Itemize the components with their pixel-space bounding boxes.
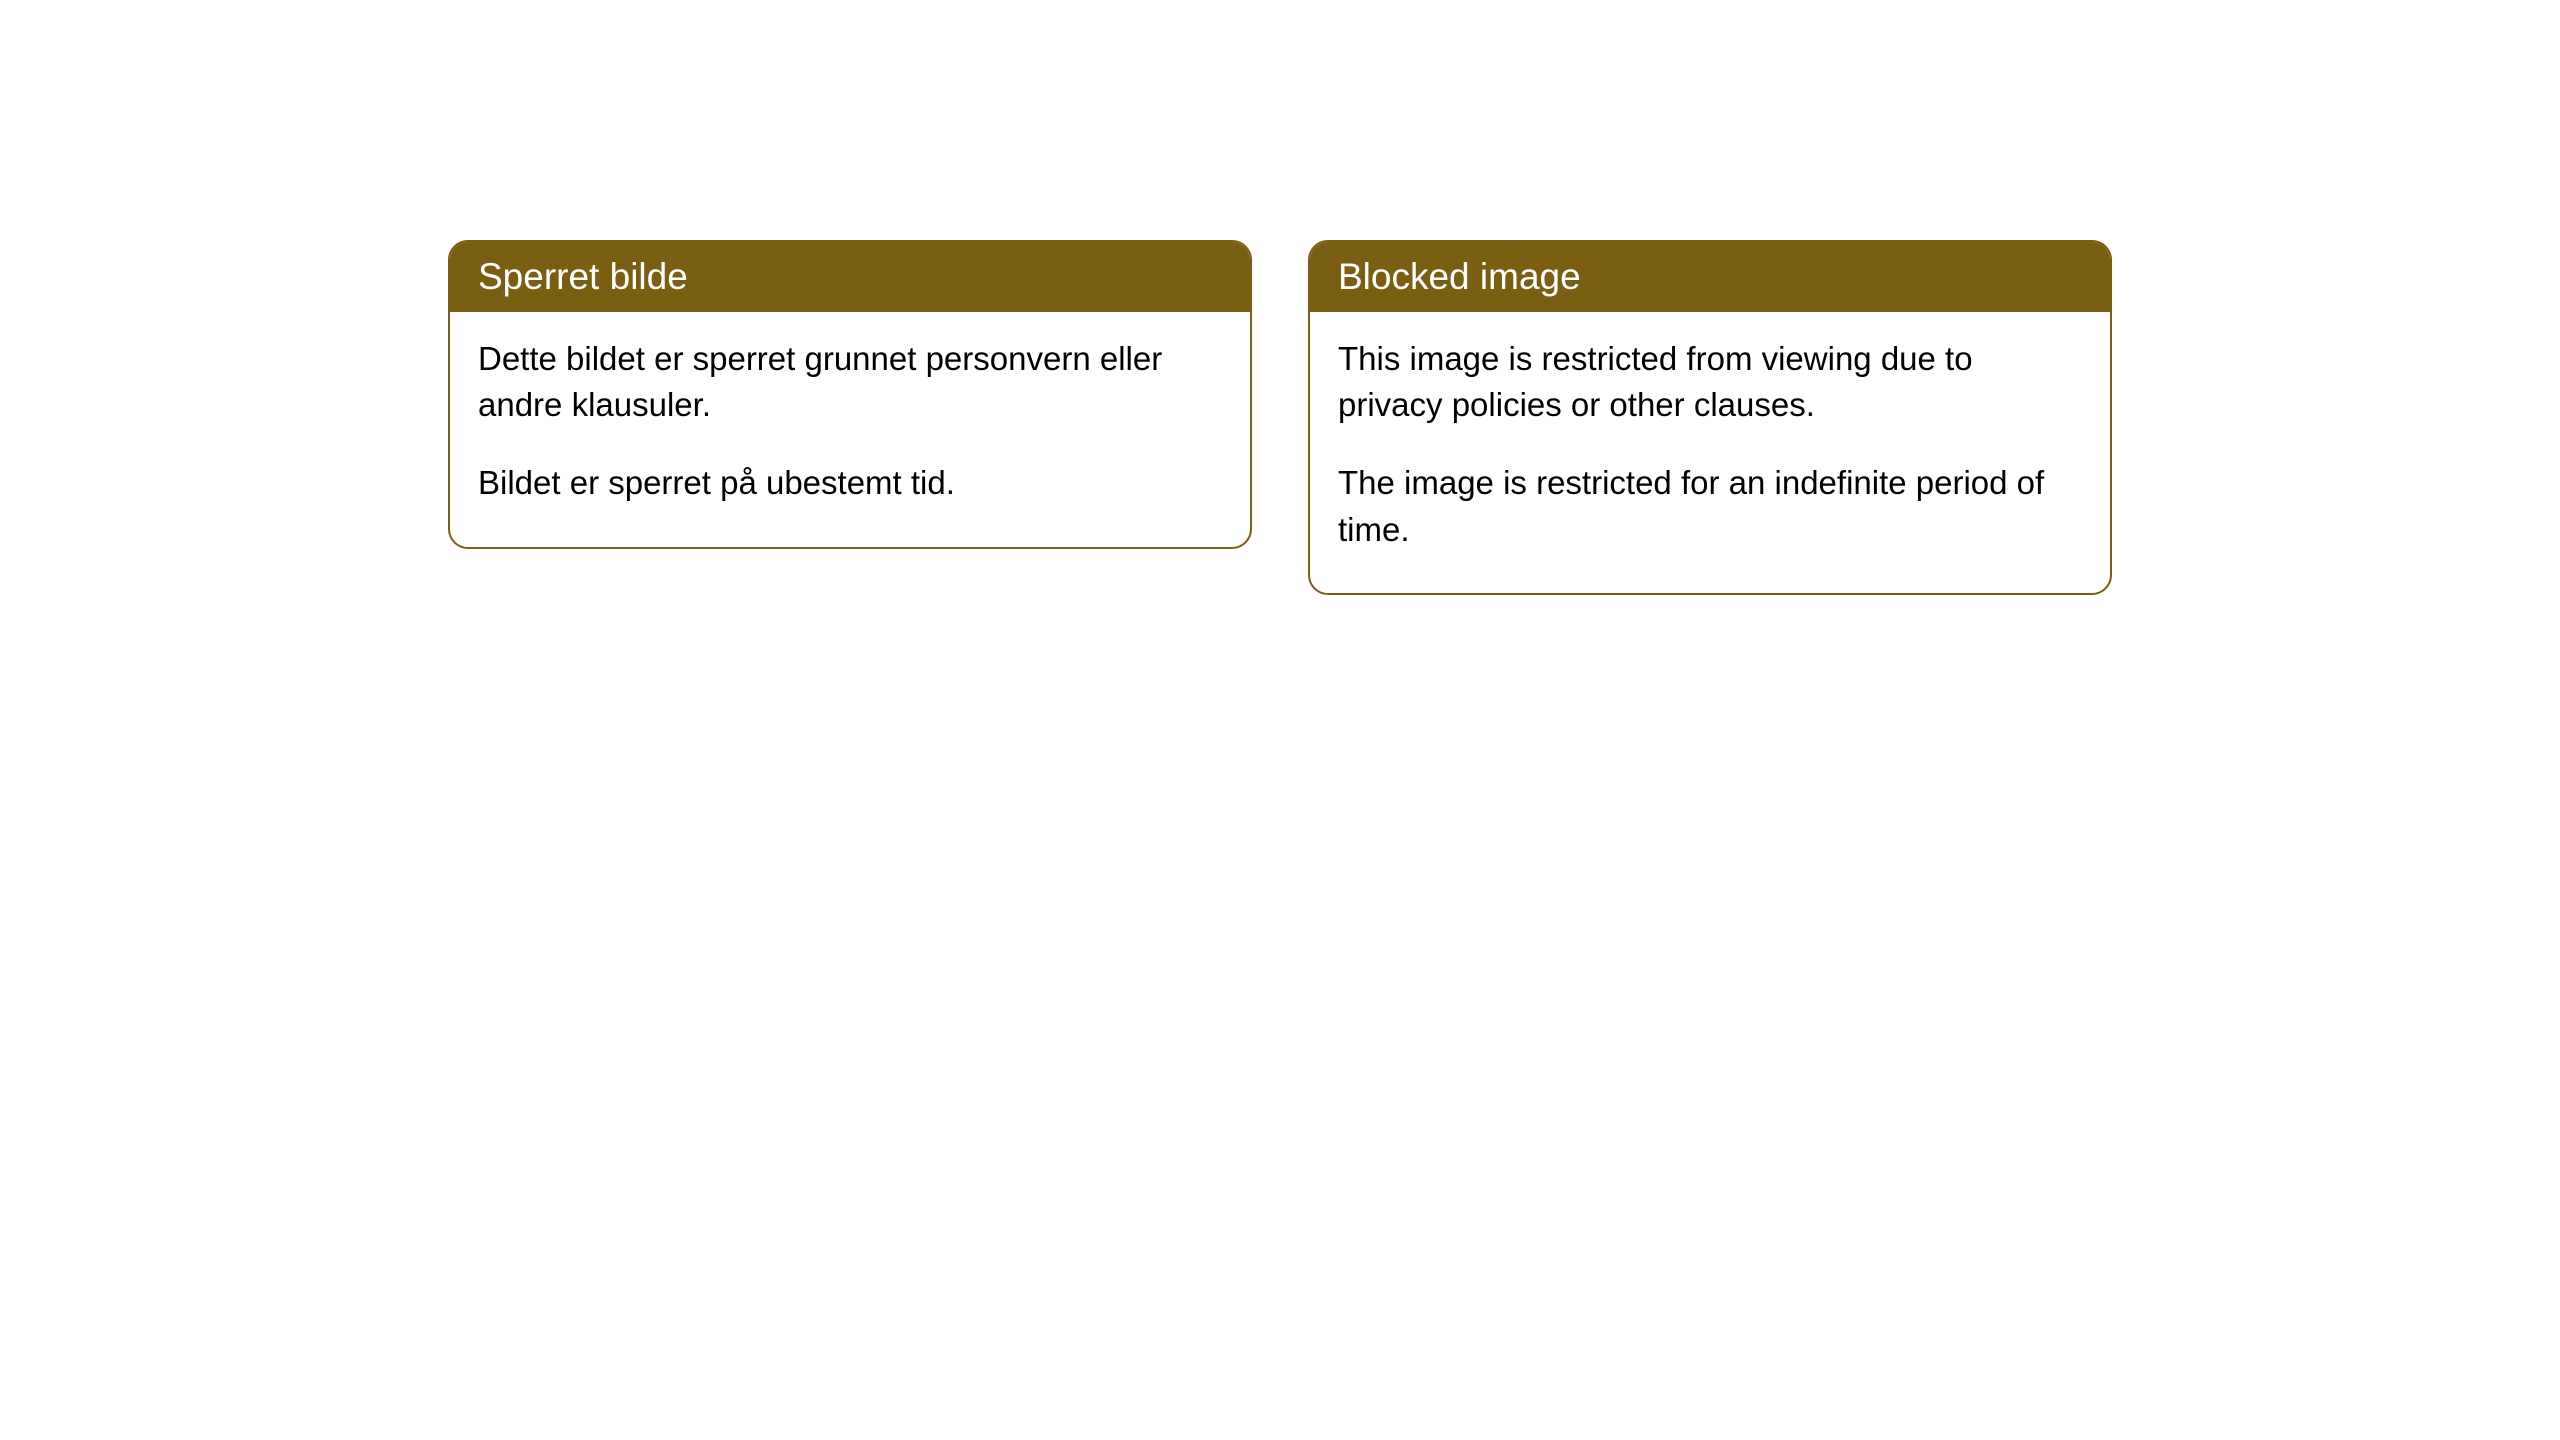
card-english: Blocked image This image is restricted f… xyxy=(1308,240,2112,595)
card-paragraph-1-norwegian: Dette bildet er sperret grunnet personve… xyxy=(478,336,1222,428)
cards-container: Sperret bilde Dette bildet er sperret gr… xyxy=(448,240,2112,1440)
card-title-norwegian: Sperret bilde xyxy=(478,256,688,297)
card-paragraph-2-english: The image is restricted for an indefinit… xyxy=(1338,460,2082,552)
card-norwegian: Sperret bilde Dette bildet er sperret gr… xyxy=(448,240,1252,549)
card-header-english: Blocked image xyxy=(1310,242,2110,312)
card-title-english: Blocked image xyxy=(1338,256,1581,297)
card-header-norwegian: Sperret bilde xyxy=(450,242,1250,312)
card-body-english: This image is restricted from viewing du… xyxy=(1310,312,2110,593)
card-body-norwegian: Dette bildet er sperret grunnet personve… xyxy=(450,312,1250,547)
card-paragraph-1-english: This image is restricted from viewing du… xyxy=(1338,336,2082,428)
card-paragraph-2-norwegian: Bildet er sperret på ubestemt tid. xyxy=(478,460,1222,506)
